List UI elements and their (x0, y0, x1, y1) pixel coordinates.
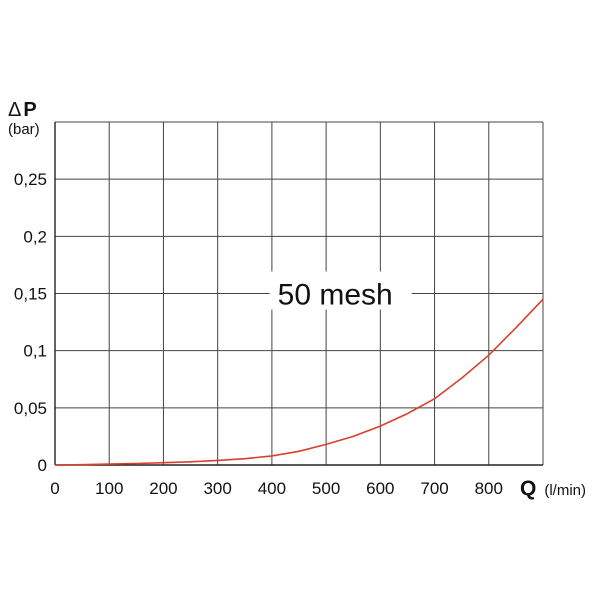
x-tick-label: 200 (149, 479, 177, 498)
x-tick-label: 700 (420, 479, 448, 498)
x-axis-quantity: Q (520, 477, 536, 500)
x-tick-label: 800 (475, 479, 503, 498)
y-tick-label: 0,15 (14, 285, 47, 304)
y-tick-label: 0,2 (23, 227, 47, 246)
x-tick-label: 600 (366, 479, 394, 498)
x-tick-label: 100 (95, 479, 123, 498)
x-tick-label: 0 (50, 479, 59, 498)
x-axis-unit: (l/min) (544, 482, 586, 499)
series-label: 50 mesh (278, 279, 393, 312)
x-tick-label: 500 (312, 479, 340, 498)
y-tick-label: 0,05 (14, 399, 47, 418)
series-label-background (269, 271, 412, 310)
delta-symbol: Δ (8, 99, 21, 121)
series-layer: 50 mesh (54, 271, 544, 466)
y-axis-unit: (bar) (8, 121, 40, 138)
y-tick-label: 0 (38, 456, 47, 475)
x-axis-tick-labels: 0 100 200 300 400 500 600 700 800 (50, 479, 503, 498)
x-tick-label: 400 (258, 479, 286, 498)
series-line-50-mesh (54, 298, 544, 466)
x-tick-label: 300 (203, 479, 231, 498)
y-axis-tick-labels: 0 0,05 0,1 0,15 0,2 0,25 (14, 170, 47, 475)
y-axis-quantity: P (23, 99, 36, 121)
x-axis-title: Q (l/min) (520, 477, 586, 500)
y-tick-label: 0,25 (14, 170, 47, 189)
y-tick-label: 0,1 (23, 342, 47, 361)
